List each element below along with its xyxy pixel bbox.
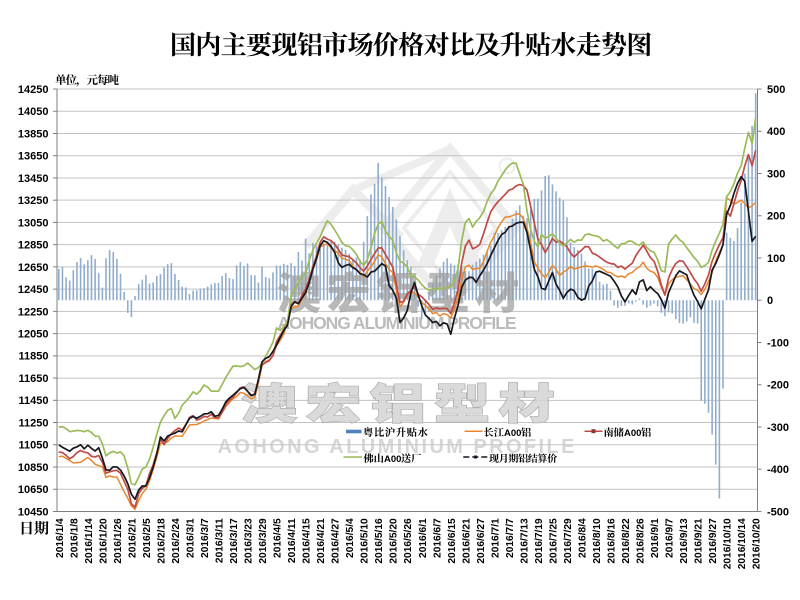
svg-text:500: 500 <box>767 84 785 96</box>
svg-text:300: 300 <box>767 168 785 180</box>
svg-text:2016/2/5: 2016/2/5 <box>142 518 153 558</box>
svg-text:2016/10/20: 2016/10/20 <box>752 518 763 569</box>
svg-text:2016/8/22: 2016/8/22 <box>621 518 632 564</box>
svg-text:2016/4/11: 2016/4/11 <box>287 518 298 563</box>
svg-text:-400: -400 <box>767 464 789 476</box>
svg-text:2016/1/20: 2016/1/20 <box>98 518 109 564</box>
svg-text:0: 0 <box>767 295 773 307</box>
svg-text:11650: 11650 <box>19 373 49 385</box>
svg-text:2016/1/4: 2016/1/4 <box>55 518 66 558</box>
svg-text:11050: 11050 <box>19 440 49 452</box>
svg-text:13650: 13650 <box>18 151 49 163</box>
svg-text:2016/6/27: 2016/6/27 <box>476 518 487 564</box>
svg-text:AOHONG ALUMINIUM PROFILE: AOHONG ALUMINIUM PROFILE <box>218 436 575 458</box>
svg-text:2016/2/24: 2016/2/24 <box>171 518 182 564</box>
svg-text:-500: -500 <box>767 506 789 518</box>
svg-text:AOHONG ALUMINIUM PROFILE: AOHONG ALUMINIUM PROFILE <box>278 313 517 333</box>
svg-text:10450: 10450 <box>18 506 49 518</box>
svg-text:2016/6/21: 2016/6/21 <box>461 518 472 564</box>
svg-text:-100: -100 <box>767 337 789 349</box>
svg-text:13050: 13050 <box>18 217 49 229</box>
svg-text:2016/4/5: 2016/4/5 <box>273 518 284 558</box>
svg-text:14250: 14250 <box>18 84 49 96</box>
svg-text:2016/6/7: 2016/6/7 <box>432 518 443 558</box>
svg-text:2016/6/1: 2016/6/1 <box>418 518 429 558</box>
svg-text:2016/7/29: 2016/7/29 <box>563 518 574 564</box>
svg-text:2016/2/1: 2016/2/1 <box>127 518 138 558</box>
svg-text:2016/8/26: 2016/8/26 <box>636 518 647 564</box>
svg-text:-200: -200 <box>767 380 789 392</box>
svg-text:2016/3/17: 2016/3/17 <box>229 518 240 564</box>
svg-text:2016/2/18: 2016/2/18 <box>156 518 167 564</box>
svg-text:11450: 11450 <box>19 395 49 407</box>
svg-text:12650: 12650 <box>18 262 49 274</box>
svg-text:200: 200 <box>767 211 785 223</box>
svg-text:A00: A00 <box>624 428 641 439</box>
svg-text:14050: 14050 <box>18 106 49 118</box>
svg-text:2016/3/29: 2016/3/29 <box>258 518 269 564</box>
svg-text:13450: 13450 <box>18 173 49 185</box>
svg-text:11850: 11850 <box>19 351 49 363</box>
svg-text:2016/8/16: 2016/8/16 <box>607 518 618 564</box>
svg-text:2016/5/20: 2016/5/20 <box>389 518 400 564</box>
svg-text:10650: 10650 <box>18 484 49 496</box>
svg-text:2016/9/27: 2016/9/27 <box>708 518 719 564</box>
svg-text:2016/4/15: 2016/4/15 <box>302 518 313 564</box>
svg-text:2016/5/26: 2016/5/26 <box>403 518 414 564</box>
svg-text:12850: 12850 <box>18 240 49 252</box>
svg-text:10850: 10850 <box>18 462 49 474</box>
svg-text:12050: 12050 <box>18 329 49 341</box>
svg-text:2016/5/4: 2016/5/4 <box>345 518 356 558</box>
svg-text:2016/10/14: 2016/10/14 <box>737 518 748 569</box>
svg-text:2016/1/8: 2016/1/8 <box>69 518 80 558</box>
svg-text:2016/3/23: 2016/3/23 <box>244 518 255 564</box>
svg-text:2016/9/21: 2016/9/21 <box>694 518 705 564</box>
svg-text:2016/7/13: 2016/7/13 <box>519 518 530 564</box>
svg-text:2016/9/13: 2016/9/13 <box>679 518 690 564</box>
svg-text:2016/3/1: 2016/3/1 <box>186 518 197 558</box>
svg-text:2016/9/7: 2016/9/7 <box>665 518 676 558</box>
svg-text:2016/9/1: 2016/9/1 <box>650 518 661 558</box>
svg-text:12250: 12250 <box>18 306 49 318</box>
svg-text:2016/3/11: 2016/3/11 <box>215 518 226 563</box>
svg-text:2016/4/27: 2016/4/27 <box>331 518 342 564</box>
svg-text:2016/1/14: 2016/1/14 <box>84 518 95 564</box>
svg-text:2016/4/21: 2016/4/21 <box>316 518 327 564</box>
svg-text:2016/5/10: 2016/5/10 <box>360 518 371 564</box>
svg-text:12450: 12450 <box>18 284 49 296</box>
svg-text:13850: 13850 <box>18 128 49 140</box>
svg-text:A00: A00 <box>384 454 401 465</box>
svg-text:11250: 11250 <box>19 418 49 430</box>
svg-text:A00: A00 <box>504 428 521 439</box>
svg-text:2016/7/19: 2016/7/19 <box>534 518 545 564</box>
svg-text:2016/8/4: 2016/8/4 <box>578 518 589 558</box>
svg-text:13250: 13250 <box>18 195 49 207</box>
svg-text:2016/8/10: 2016/8/10 <box>592 518 603 564</box>
svg-text:2016/7/1: 2016/7/1 <box>490 518 501 558</box>
svg-text:2016/10/10: 2016/10/10 <box>723 518 734 569</box>
svg-text:2016/5/16: 2016/5/16 <box>374 518 385 564</box>
svg-text:2016/6/15: 2016/6/15 <box>447 518 458 564</box>
svg-text:-300: -300 <box>767 422 789 434</box>
svg-text:400: 400 <box>767 126 785 138</box>
svg-text:2016/7/25: 2016/7/25 <box>548 518 559 564</box>
svg-text:100: 100 <box>767 253 785 265</box>
svg-text:2016/7/7: 2016/7/7 <box>505 518 516 558</box>
svg-text:2016/1/26: 2016/1/26 <box>113 518 124 564</box>
svg-text:2016/3/7: 2016/3/7 <box>200 518 211 558</box>
